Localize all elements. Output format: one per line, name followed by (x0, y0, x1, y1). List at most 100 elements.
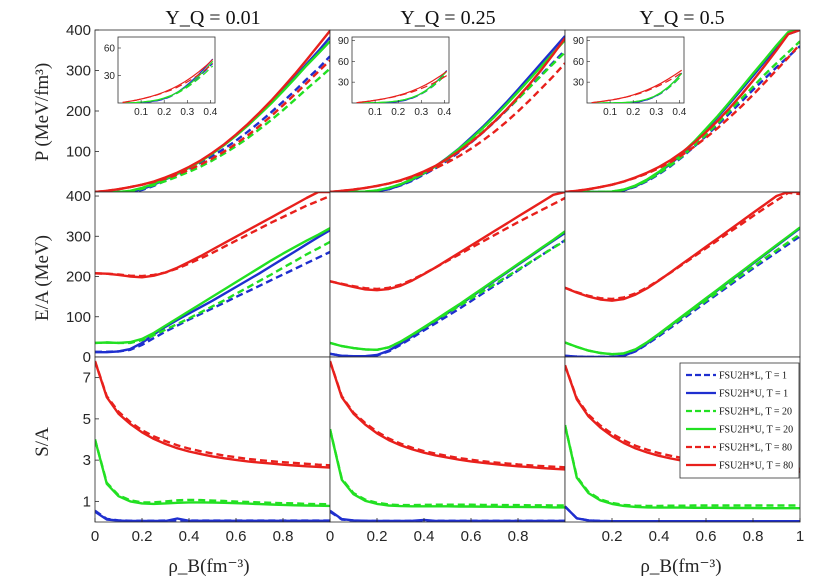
inset-y-tick-label: 30 (573, 78, 585, 89)
x-tick-label: 0.2 (367, 528, 388, 545)
legend-label-1: FSU2H*L, T = 1 (719, 371, 787, 382)
y-tick-label: 400 (66, 22, 91, 39)
x-tick-label: 0.4 (649, 528, 670, 545)
inset-c2-series-4 (356, 70, 448, 103)
panel-background (95, 192, 330, 357)
y-label-entropy: S/A (32, 427, 53, 457)
x-tick-label: 0.8 (273, 528, 294, 545)
panel-r3-c2-series-2 (330, 509, 565, 522)
panel-r2-c3-series-1 (565, 235, 800, 357)
inset-c3: 90 60 30 0.1 0.2 0.3 0.4 (573, 36, 687, 118)
inset-x-tick-label: 0.1 (603, 107, 617, 118)
x-tick-label: 0.8 (743, 528, 764, 545)
y-tick-label: 1 (83, 493, 91, 510)
column-title-3: Y_Q = 0.5 (639, 7, 724, 29)
x-tick-label: 0.2 (602, 528, 623, 545)
x-tick-label: 0.6 (461, 528, 482, 545)
y-label-pressure: P (MeV/fm³) (32, 63, 53, 161)
legend-label-6: FSU2H*U, T = 80 (719, 461, 793, 472)
inset-x-tick-label: 0.2 (157, 107, 171, 118)
inset-x-tick-label: 0.3 (180, 107, 194, 118)
x-tick-label: 0 (326, 528, 334, 545)
x-tick-label: 0.8 (508, 528, 529, 545)
inset-y-tick-label: 30 (104, 71, 116, 82)
panel-frame (564, 356, 801, 523)
inset-x-tick-label: 0.1 (368, 107, 382, 118)
inset-lines (356, 70, 448, 103)
y-axis-labels: P (MeV/fm³) E/A (MeV) S/A (32, 63, 53, 457)
panel-r2-c2-series-4 (330, 230, 565, 351)
panel-background (330, 357, 565, 522)
panel-r2-c3-series-6 (565, 192, 800, 302)
inset-y-tick-label: 90 (573, 36, 585, 47)
panel-background (565, 192, 800, 357)
legend-label-3: FSU2H*L, T = 20 (719, 407, 792, 418)
panel-r2-c2 (329, 191, 566, 358)
panel-r2-c3-series-4 (565, 226, 800, 356)
inset-lines (122, 58, 214, 103)
inset-y-tick-label: 90 (338, 36, 350, 47)
panel-lines (95, 192, 330, 354)
x-tick-label: 0.6 (226, 528, 247, 545)
inset-c3-series-6 (591, 69, 683, 103)
x-tick-label: 0.4 (414, 528, 435, 545)
panel-lines (330, 192, 565, 357)
y-tick-label: 300 (66, 228, 91, 245)
panel-r3-c2-series-3 (330, 428, 565, 507)
panel-r2-c1-series-2 (95, 229, 330, 354)
legend-label-2: FSU2H*U, T = 1 (719, 389, 788, 400)
column-title-1: Y_Q = 0.01 (165, 7, 260, 29)
panel-lines (565, 192, 800, 357)
panel-r2-c3-series-3 (565, 233, 800, 356)
inset-y-tick-label: 60 (104, 44, 116, 55)
y-tick-label: 100 (66, 309, 91, 326)
y-tick-label: 7 (83, 370, 91, 387)
panel-r1-c2-series-6 (330, 37, 565, 192)
inset-frame (586, 36, 685, 104)
inset-c1: 60 30 0.1 0.2 0.3 0.4 (104, 36, 218, 118)
legend-label-5: FSU2H*L, T = 80 (719, 443, 792, 454)
panel-r1-c3-series-6 (565, 30, 800, 192)
inset-x-tick-label: 0.2 (626, 107, 640, 118)
panel-r3-c3-series-4 (565, 424, 800, 510)
inset-c2-series-6 (356, 70, 448, 103)
y-tick-label: 3 (83, 452, 91, 469)
inset-c3-series-4 (591, 73, 683, 103)
y-tick-label: 300 (66, 63, 91, 80)
panel-lines (330, 360, 565, 522)
panel-lines (95, 360, 330, 522)
x-label-col1: ρ_B(fm⁻³) (168, 556, 249, 577)
panel-r1-c1-series-6 (95, 30, 330, 192)
x-tick-label: 0 (91, 528, 99, 545)
inset-c1-series-6 (122, 59, 214, 103)
y-label-energy: E/A (MeV) (32, 235, 53, 321)
x-axis-labels: ρ_B(fm⁻³) ρ_B(fm⁻³) (168, 556, 721, 577)
column-title-2: Y_Q = 0.25 (400, 7, 495, 29)
panel-r3-c1: 7 5 3 1 0 0.2 0.4 0.6 0.8 (83, 356, 331, 545)
inset-x-tick-label: 0.1 (134, 107, 148, 118)
x-tick-label: 0.2 (132, 528, 153, 545)
y-tick-label: 5 (83, 411, 91, 428)
panel-r2-c3 (564, 191, 801, 358)
panel-background (95, 357, 330, 522)
x-tick-label: 1 (796, 528, 804, 545)
x-tick-label: 0.4 (179, 528, 200, 545)
inset-lines (591, 69, 683, 103)
legend-box (679, 362, 800, 479)
panel-r2-c1-series-4 (95, 227, 330, 345)
x-label-col3: ρ_B(fm⁻³) (640, 556, 721, 577)
inset-x-tick-label: 0.4 (203, 107, 217, 118)
inset-c2: 90 60 30 0.1 0.2 0.3 0.4 (338, 36, 452, 118)
x-tick-label: 0.6 (696, 528, 717, 545)
y-tick-label: 100 (66, 144, 91, 161)
inset-c1-series-4 (122, 60, 214, 103)
inset-x-tick-label: 0.3 (414, 107, 428, 118)
panel-r3-c2-series-5 (330, 360, 565, 469)
panel-r3-c1-series-6 (95, 360, 330, 469)
inset-x-tick-label: 0.3 (649, 107, 663, 118)
inset-frame (351, 36, 450, 104)
panel-r2-c1: 400 300 200 100 0 (66, 188, 331, 366)
inset-y-tick-label: 60 (338, 57, 350, 68)
panel-r3-c3-series-2 (565, 505, 800, 522)
